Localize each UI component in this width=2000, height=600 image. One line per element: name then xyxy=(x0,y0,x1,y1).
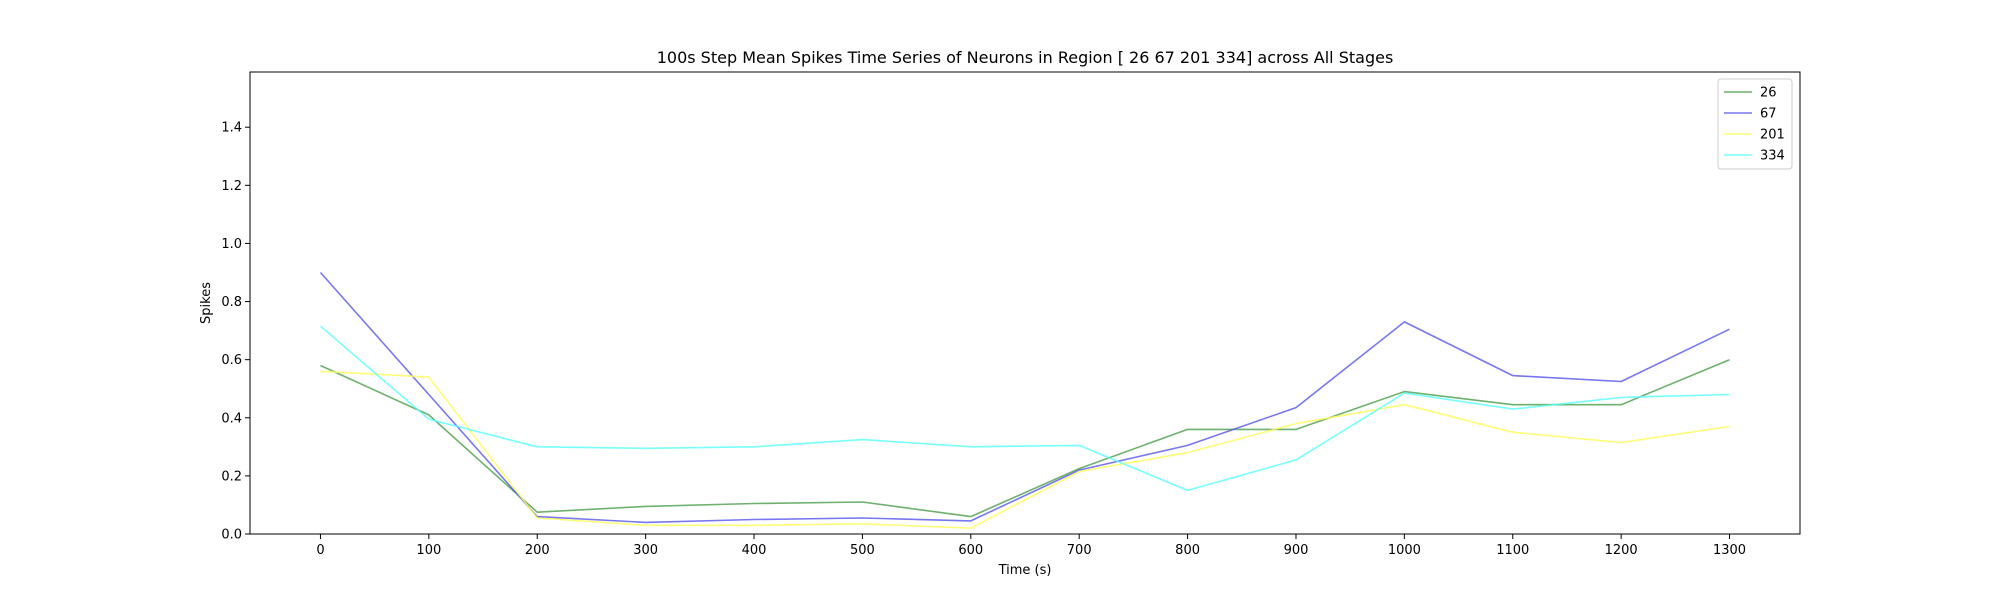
series-lines xyxy=(319,271,1730,530)
x-tick-label: 1200 xyxy=(1605,543,1638,558)
series-line-334 xyxy=(319,325,1730,492)
y-tick-label: 1.4 xyxy=(221,121,242,136)
x-tick-label: 1000 xyxy=(1388,543,1421,558)
x-tick-label: 100 xyxy=(416,543,441,558)
y-axis-ticks: 0.0 0.2 0.4 0.6 0.8 1.0 1.2 1.4 xyxy=(221,121,250,543)
y-tick-label: 0.4 xyxy=(221,411,242,426)
y-tick-label: 0.6 xyxy=(221,353,242,368)
y-tick-label: 0.2 xyxy=(221,469,242,484)
x-tick-label: 800 xyxy=(1175,543,1200,558)
series-line-26 xyxy=(320,358,1730,518)
series-line-201 xyxy=(320,370,1730,530)
legend-label-67: 67 xyxy=(1760,107,1777,122)
legend-label-334: 334 xyxy=(1760,149,1785,164)
legend-box xyxy=(1717,78,1793,170)
x-tick-label: 500 xyxy=(850,543,875,558)
x-tick-label: 0 xyxy=(316,543,324,558)
y-tick-label: 0.8 xyxy=(221,295,242,310)
x-tick-label: 1300 xyxy=(1713,543,1746,558)
y-tick-label: 1.0 xyxy=(221,237,242,252)
chart-title: 100s Step Mean Spikes Time Series of Neu… xyxy=(657,48,1394,67)
x-tick-label: 400 xyxy=(742,543,767,558)
x-tick-label: 300 xyxy=(633,543,658,558)
x-axis-ticks: 0 100 200 300 400 500 600 700 800 900 1000 1100 1200… xyxy=(316,534,1746,558)
plot-frame xyxy=(249,71,1801,535)
legend: 26 67 201 334 xyxy=(1717,78,1793,170)
y-tick-label: 0.0 xyxy=(221,528,242,543)
legend-label-201: 201 xyxy=(1760,128,1785,143)
x-axis-label: Time (s) xyxy=(998,563,1052,578)
x-tick-label: 200 xyxy=(525,543,550,558)
y-axis-label: Spikes xyxy=(199,282,214,324)
y-tick-label: 1.2 xyxy=(221,179,242,194)
legend-label-26: 26 xyxy=(1760,86,1777,101)
x-tick-label: 900 xyxy=(1284,543,1309,558)
x-tick-label: 1100 xyxy=(1496,543,1529,558)
plot-background xyxy=(250,72,1800,534)
x-tick-label: 600 xyxy=(958,543,983,558)
x-tick-label: 700 xyxy=(1067,543,1092,558)
series-line-67 xyxy=(319,271,1730,524)
